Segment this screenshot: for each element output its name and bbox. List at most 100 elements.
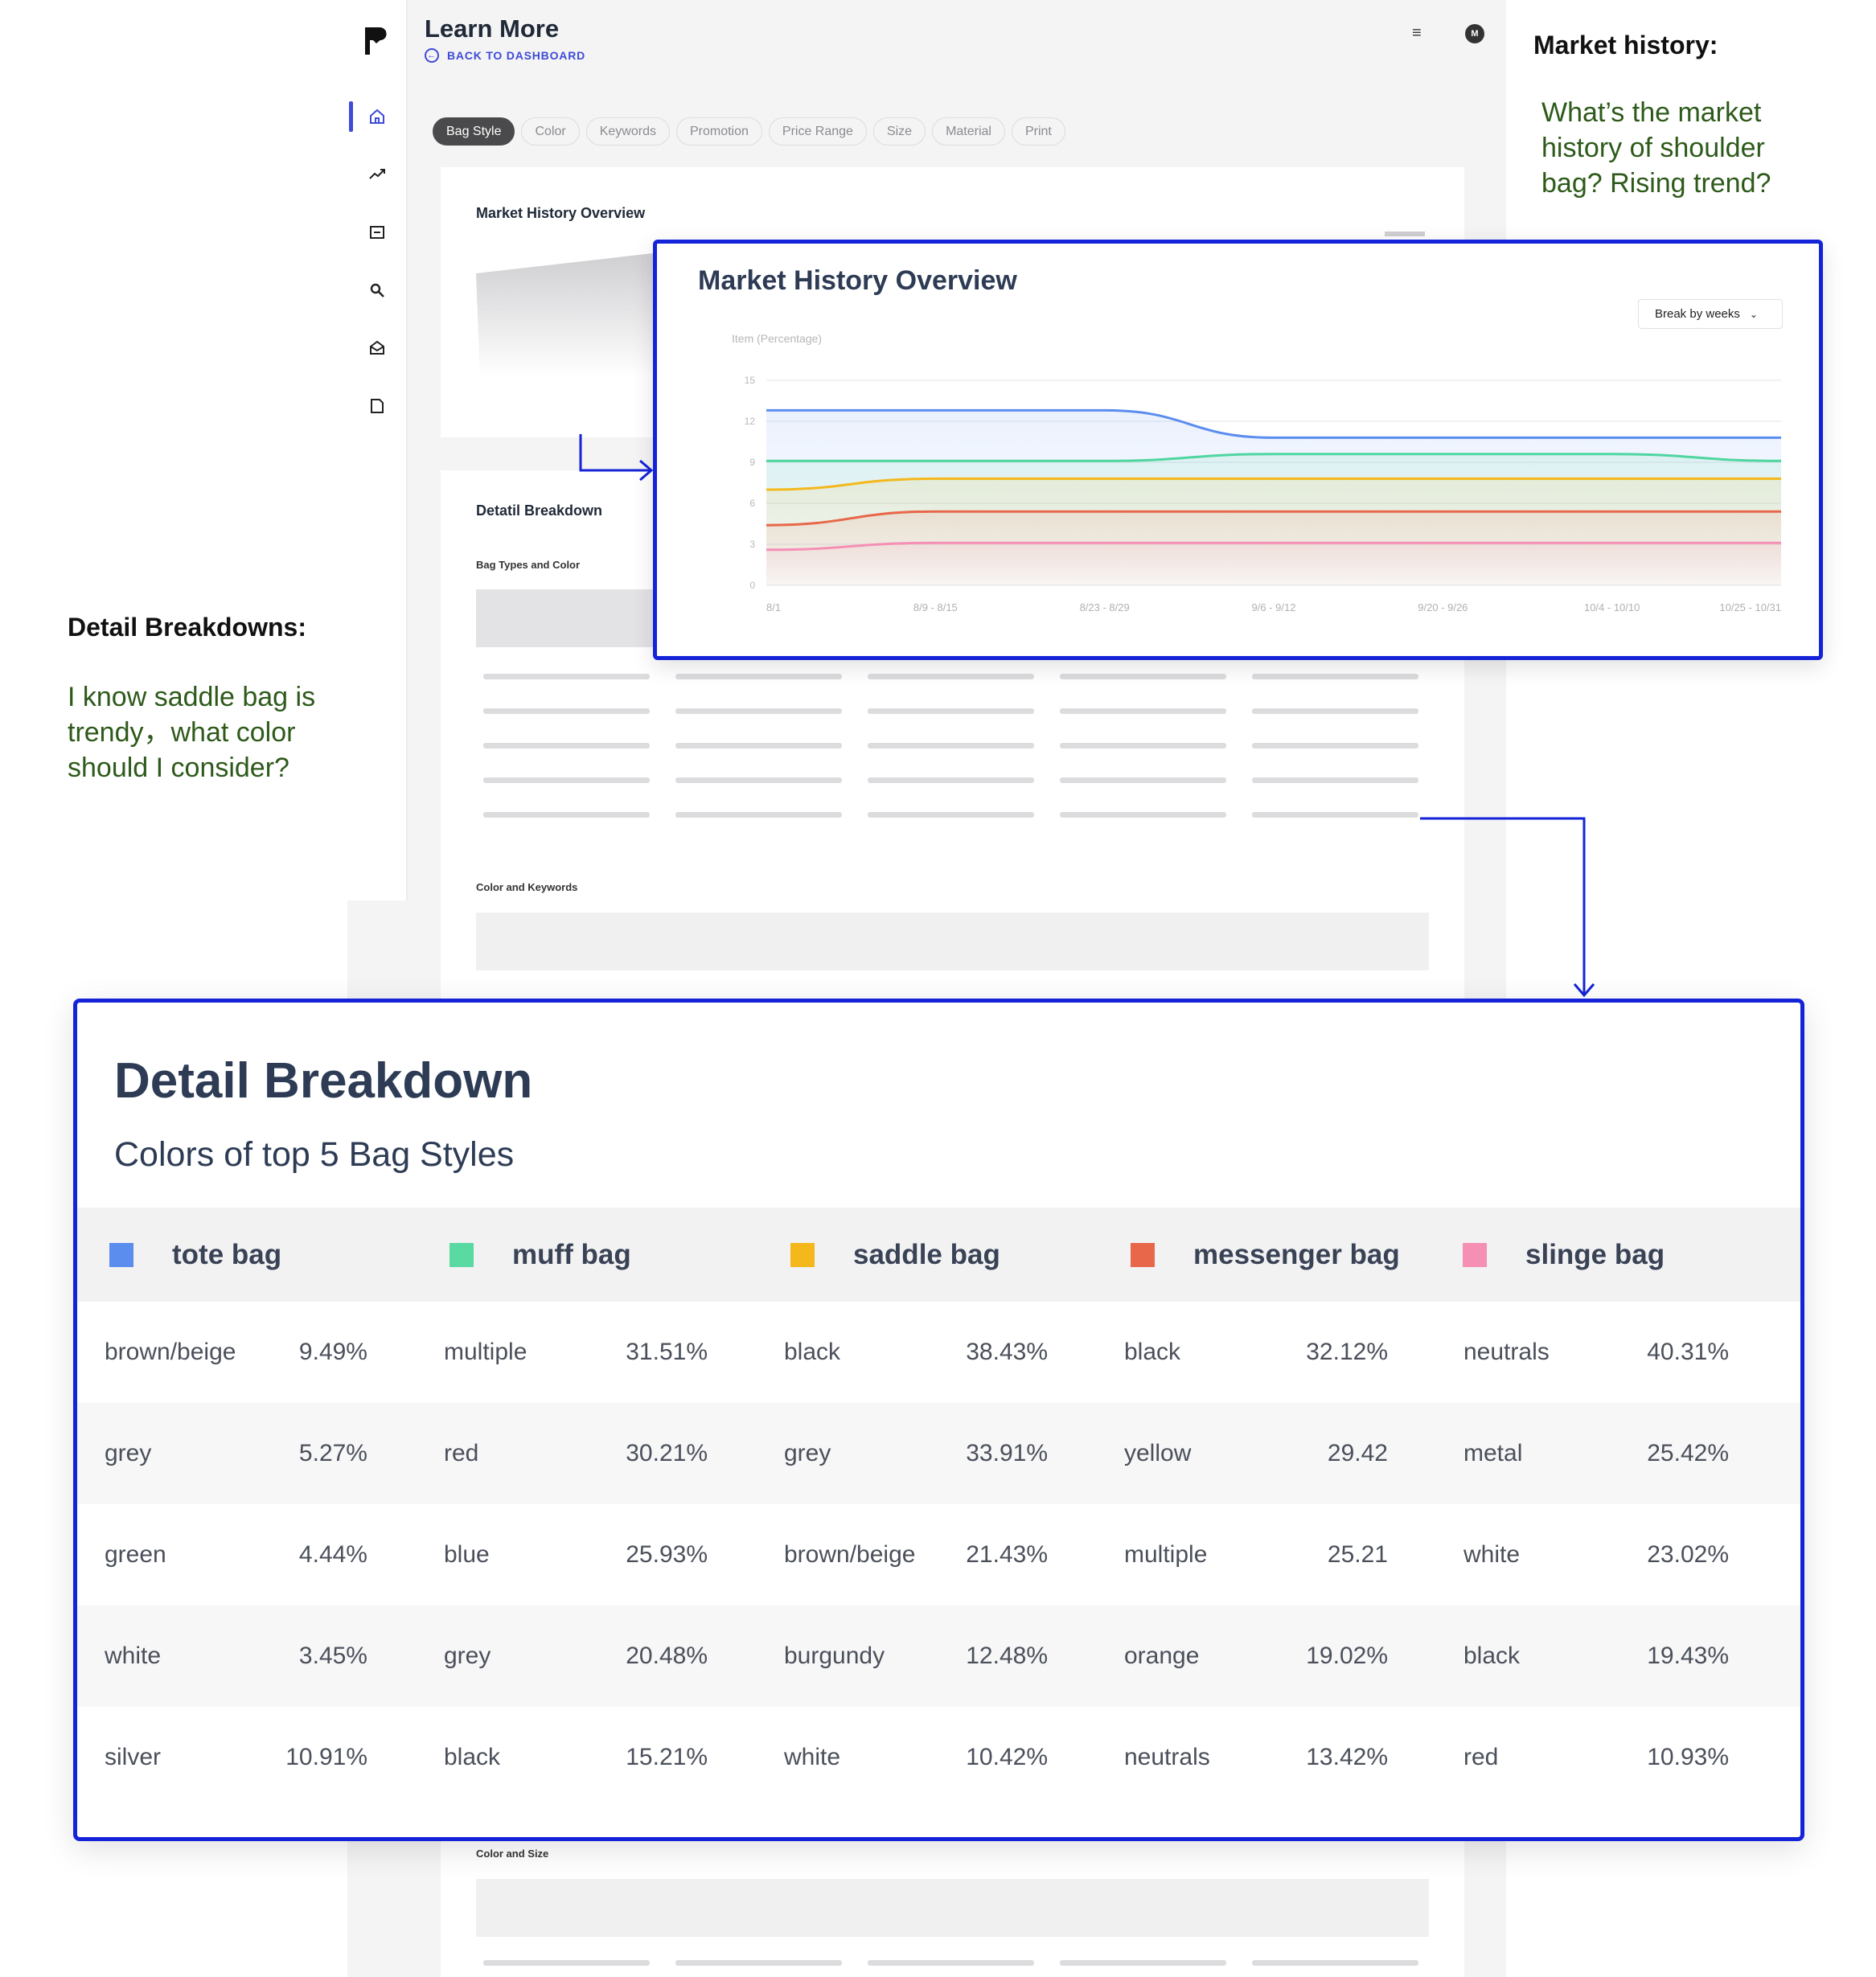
table-row: silver 10.91% black 15.21% white 10.42% neutra…	[77, 1707, 1800, 1808]
back-to-dashboard-link[interactable]: ← BACK TO DASHBOARD	[425, 48, 585, 63]
color-name-cell: black	[444, 1744, 501, 1770]
color-name-cell: burgundy	[784, 1643, 885, 1669]
column-header[interactable]: muff bag	[450, 1208, 631, 1302]
percentage-cell: 33.91%	[966, 1440, 1048, 1466]
x-tick-label: 10/4 - 10/10	[1584, 601, 1640, 613]
table-row: brown/beige 9.49% multiple 31.51% black 38.43…	[77, 1302, 1800, 1403]
placeholder-line	[483, 708, 650, 714]
color-name-cell: white	[105, 1643, 162, 1669]
color-name-cell: multiple	[444, 1339, 527, 1365]
series-line[interactable]	[766, 408, 1781, 439]
placeholder-line	[1060, 708, 1226, 714]
market-history-note-question: What’s the market history of shoulder ba…	[1541, 97, 1771, 199]
table-header: tote bag muff bag saddle bag messenger bag s…	[77, 1208, 1800, 1302]
table-row: grey 5.27% red 30.21% grey 33.91% yellow 29.42 m…	[77, 1403, 1800, 1504]
y-tick-label: 15	[745, 375, 756, 386]
x-tick-label: 8/23 - 8/29	[1080, 601, 1130, 613]
chart-placeholder	[476, 253, 653, 378]
column-header[interactable]: slinge bag	[1463, 1208, 1665, 1302]
detail-breakdown-note-heading: Detail Breakdowns:	[68, 613, 306, 642]
tab-bag-style[interactable]: Bag Style	[433, 117, 515, 146]
trend-icon[interactable]	[363, 161, 391, 188]
y-tick-label: 12	[745, 416, 756, 427]
y-axis-label: Item (Percentage)	[732, 332, 822, 345]
search-icon[interactable]	[363, 277, 391, 304]
column-header-label: messenger bag	[1193, 1238, 1400, 1270]
color-name-cell: white	[784, 1744, 841, 1770]
percentage-cell: 19.02%	[1306, 1643, 1388, 1669]
color-size-label: Color and Size	[476, 1848, 549, 1860]
mail-icon[interactable]	[363, 334, 391, 362]
placeholder-line	[483, 674, 650, 679]
avatar[interactable]: M	[1465, 24, 1484, 43]
color-name-cell: red	[444, 1440, 479, 1466]
placeholder-line	[675, 1960, 842, 1966]
detail-breakdown-card-title: Detatil Breakdown	[476, 502, 603, 519]
document-icon[interactable]	[363, 392, 391, 420]
tab-price-range[interactable]: Price Range	[768, 117, 867, 146]
placeholder-line	[1060, 777, 1226, 783]
series-line[interactable]	[766, 510, 1781, 527]
percentage-cell: 10.42%	[966, 1744, 1048, 1770]
placeholder-line	[1252, 1960, 1418, 1966]
placeholder-line	[675, 777, 842, 783]
percentage-cell: 10.93%	[1647, 1744, 1729, 1770]
x-tick-label: 8/9 - 8/15	[913, 601, 958, 613]
legend-swatch	[790, 1242, 815, 1267]
series-line[interactable]	[766, 453, 1782, 462]
color-keywords-label: Color and Keywords	[476, 881, 578, 893]
folder-icon[interactable]	[363, 219, 391, 246]
color-name-cell: yellow	[1124, 1440, 1192, 1466]
tab-size[interactable]: Size	[872, 117, 926, 146]
percentage-cell: 31.51%	[626, 1339, 708, 1365]
column-header[interactable]: tote bag	[109, 1208, 281, 1302]
break-by-dropdown[interactable]: Break by weeks ⌄	[1638, 299, 1783, 329]
tab-promotion[interactable]: Promotion	[675, 117, 762, 146]
column-header[interactable]: messenger bag	[1131, 1208, 1400, 1302]
placeholder-line	[1252, 777, 1418, 783]
sidebar-divider	[406, 0, 408, 900]
home-icon[interactable]	[363, 103, 391, 130]
x-tick-label: 10/25 - 10/31	[1719, 601, 1781, 613]
x-tick-label: 8/1	[766, 601, 781, 613]
y-tick-label: 0	[749, 580, 755, 591]
legend-swatch	[1131, 1242, 1155, 1267]
placeholder-line	[1060, 674, 1226, 679]
percentage-cell: 25.93%	[626, 1541, 708, 1568]
detail-breakdown-popup: Detail Breakdown Colors of top 5 Bag Sty…	[73, 999, 1804, 1841]
percentage-cell: 32.12%	[1306, 1339, 1388, 1365]
legend-swatch	[109, 1242, 133, 1267]
tab-keywords[interactable]: Keywords	[585, 117, 670, 146]
color-name-cell: silver	[105, 1744, 162, 1770]
column-header[interactable]: saddle bag	[790, 1208, 1000, 1302]
percentage-cell: 40.31%	[1647, 1339, 1729, 1365]
filter-settings-icon[interactable]: ≡	[1412, 24, 1422, 42]
market-history-note-heading: Market history:	[1533, 31, 1718, 59]
placeholder-line	[868, 708, 1034, 714]
color-name-cell: neutrals	[1124, 1744, 1210, 1770]
back-arrow-icon: ←	[425, 48, 439, 63]
placeholder-line	[868, 743, 1034, 749]
tab-material[interactable]: Material	[932, 117, 1005, 146]
detail-breakdown-subtitle: Colors of top 5 Bag Styles	[114, 1135, 515, 1174]
color-size-placeholder	[476, 1879, 1429, 1937]
percentage-cell: 29.42	[1327, 1440, 1388, 1466]
market-history-card-title: Market History Overview	[476, 205, 646, 221]
column-header-label: saddle bag	[853, 1238, 1000, 1270]
market-history-chart: Item (Percentage) 0 3 6 9 12 15 8/1 8/9 - 8/15 8/…	[732, 332, 1782, 613]
bottom-placeholder-lines	[483, 1960, 1418, 1966]
color-name-cell: grey	[444, 1643, 491, 1669]
y-tick-label: 6	[749, 498, 755, 509]
color-name-cell: multiple	[1124, 1541, 1208, 1568]
color-name-cell: black	[1124, 1339, 1181, 1365]
color-name-cell: brown/beige	[784, 1541, 916, 1568]
tab-color[interactable]: Color	[521, 117, 580, 146]
series-line[interactable]	[766, 541, 1781, 552]
brand-logo[interactable]	[359, 23, 396, 59]
placeholder-line	[483, 777, 650, 783]
color-name-cell: blue	[444, 1541, 490, 1568]
percentage-cell: 4.44%	[298, 1541, 367, 1568]
series-line[interactable]	[766, 477, 1781, 491]
tab-print[interactable]: Print	[1011, 117, 1065, 146]
placeholder-line	[483, 1960, 650, 1966]
